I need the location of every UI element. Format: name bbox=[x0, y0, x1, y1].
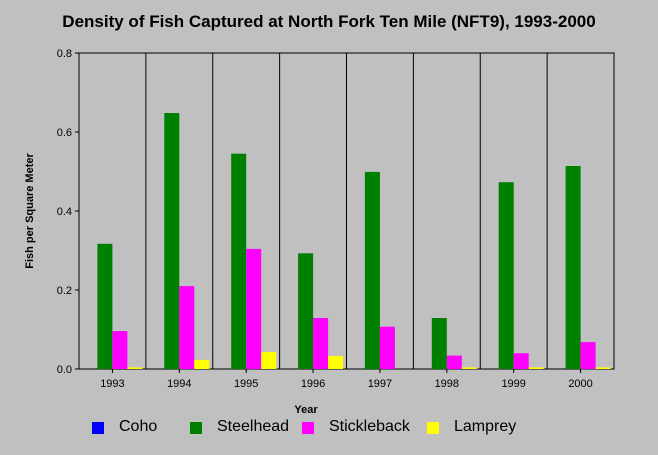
bar-stickleback-1993 bbox=[112, 331, 128, 369]
legend-label: Lamprey bbox=[454, 418, 517, 435]
grid-lines bbox=[145, 53, 548, 369]
y-tick-label: 0.2 bbox=[57, 285, 72, 297]
bar-steelhead-1999 bbox=[498, 182, 514, 369]
bar-lamprey-1998 bbox=[461, 367, 477, 369]
y-axis-ticks: 0.0 0.2 0.4 0.6 0.8 bbox=[57, 48, 79, 376]
bar-stickleback-1996 bbox=[313, 318, 329, 369]
bar-steelhead-1997 bbox=[364, 171, 380, 369]
legend-swatch bbox=[427, 422, 439, 434]
x-tick-label: 1998 bbox=[435, 378, 459, 390]
x-tick-label: 1997 bbox=[368, 378, 392, 390]
bar-stickleback-1994 bbox=[179, 286, 195, 369]
y-tick-label: 0.0 bbox=[57, 364, 72, 376]
legend-swatch bbox=[190, 422, 202, 434]
legend-label: Steelhead bbox=[217, 418, 290, 435]
bar-steelhead-1996 bbox=[298, 253, 314, 369]
bar-stickleback-1997 bbox=[379, 326, 395, 369]
x-tick-label: 1999 bbox=[501, 378, 525, 390]
bar-steelhead-1995 bbox=[231, 153, 247, 369]
bars bbox=[97, 113, 611, 369]
bar-lamprey-1994 bbox=[194, 359, 210, 369]
legend-label: Stickleback bbox=[329, 418, 410, 435]
bar-stickleback-1998 bbox=[446, 355, 462, 369]
bar-lamprey-1995 bbox=[261, 352, 277, 369]
legend-swatch bbox=[92, 422, 104, 434]
bar-lamprey-1996 bbox=[328, 356, 344, 369]
bar-lamprey-1993 bbox=[127, 367, 143, 369]
x-axis-title: Year bbox=[294, 404, 318, 416]
x-tick-label: 1995 bbox=[234, 378, 258, 390]
bar-steelhead-1993 bbox=[97, 243, 113, 369]
bar-lamprey-2000 bbox=[595, 367, 611, 369]
bar-stickleback-1995 bbox=[246, 248, 262, 369]
x-tick-label: 1996 bbox=[301, 378, 325, 390]
y-tick-label: 0.4 bbox=[57, 206, 72, 218]
x-axis-ticks: 1993 1994 1995 1996 1997 1998 1999 2000 bbox=[100, 369, 593, 390]
x-tick-label: 1993 bbox=[100, 378, 124, 390]
legend-label: Coho bbox=[119, 418, 158, 435]
chart-title: Density of Fish Captured at North Fork T… bbox=[62, 12, 596, 31]
bar-steelhead-1994 bbox=[164, 113, 180, 369]
bar-stickleback-2000 bbox=[580, 342, 596, 369]
bar-stickleback-1999 bbox=[513, 353, 529, 369]
y-axis-title: Fish per Square Meter bbox=[24, 153, 36, 269]
x-tick-label: 1994 bbox=[167, 378, 191, 390]
y-tick-label: 0.6 bbox=[57, 127, 72, 139]
y-tick-label: 0.8 bbox=[57, 48, 72, 60]
legend-swatch bbox=[302, 422, 314, 434]
x-tick-label: 2000 bbox=[568, 378, 592, 390]
legend: Coho Steelhead Stickleback Lamprey bbox=[92, 418, 632, 442]
bar-lamprey-1999 bbox=[528, 367, 544, 369]
bar-steelhead-2000 bbox=[565, 166, 581, 369]
bar-steelhead-1998 bbox=[431, 318, 447, 369]
